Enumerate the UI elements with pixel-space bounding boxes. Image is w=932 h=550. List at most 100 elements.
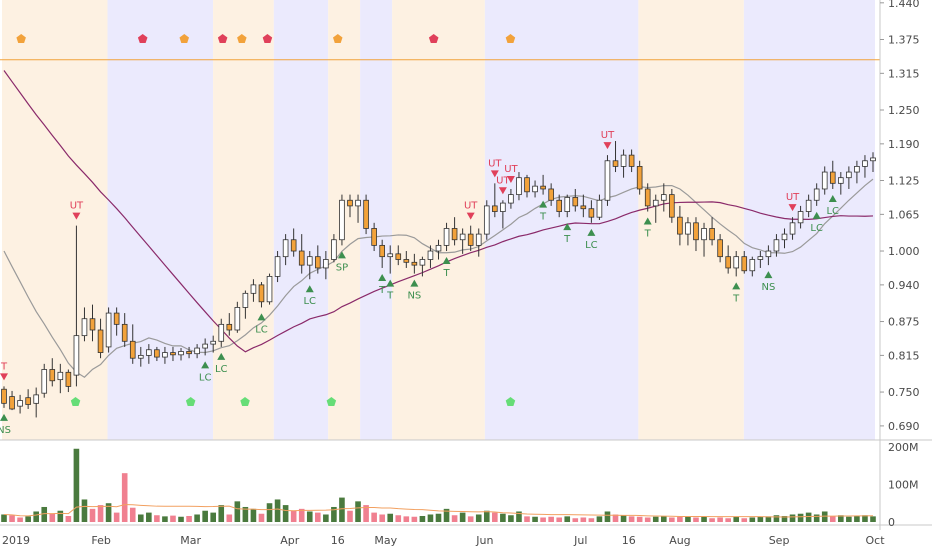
bottom-marker-icon	[326, 397, 337, 406]
volume-bar	[73, 448, 80, 522]
volume-bar	[81, 499, 88, 522]
volume-bar	[846, 516, 852, 522]
volume-bar	[154, 515, 160, 522]
volume-bar	[644, 517, 651, 522]
price-tick-label: 0.690	[888, 420, 920, 433]
volume-bar	[17, 517, 23, 522]
candle-body	[17, 400, 23, 407]
signal-label: T	[732, 293, 740, 304]
volume-bar	[620, 515, 627, 522]
volume-bar	[467, 516, 474, 522]
volume-bar	[242, 506, 249, 522]
volume-bar	[137, 514, 144, 522]
bottom-marker-icon	[70, 397, 81, 406]
volume-bar	[741, 518, 748, 522]
signal-label: NS	[407, 291, 421, 302]
candle-body	[202, 343, 208, 349]
candle-body	[9, 396, 15, 410]
candle-body	[805, 199, 812, 212]
candle-body	[838, 177, 844, 184]
candle-body	[862, 160, 868, 167]
candle-body	[524, 177, 530, 193]
candle-body	[492, 205, 498, 212]
volume-bar	[604, 511, 611, 522]
volume-bar	[387, 513, 394, 522]
volume-bar	[669, 517, 675, 522]
volume-bar	[749, 517, 756, 522]
volume-bar	[709, 518, 715, 522]
time-tick-label: 16	[331, 534, 345, 547]
top-marker-icon	[505, 34, 516, 43]
volume-bar	[89, 508, 96, 522]
volume-bar	[1, 514, 7, 522]
candle-body	[210, 340, 217, 345]
candle-body	[178, 351, 184, 356]
time-tick-label: Oct	[865, 534, 885, 547]
volume-bar	[331, 506, 337, 522]
price-tick-label: 1.190	[888, 138, 920, 151]
candle-body	[162, 352, 168, 358]
shade-band	[107, 0, 214, 440]
volume-bar	[395, 515, 402, 522]
signal-arrow-up	[764, 271, 773, 279]
candle-body	[395, 253, 402, 260]
volume-bar	[355, 501, 361, 522]
candle-body	[315, 256, 321, 269]
candle-body	[250, 284, 257, 294]
volume-bar	[363, 505, 369, 522]
signal-label: UT	[488, 158, 502, 169]
candle-body	[403, 259, 410, 263]
candle-body	[532, 185, 538, 193]
candle-body	[765, 250, 772, 258]
level-badge-bg	[882, 51, 930, 68]
time-tick-label: Sep	[769, 534, 790, 547]
candles	[1, 141, 876, 418]
volume-bar	[274, 499, 281, 522]
signal-arrow-up	[732, 282, 741, 290]
candle-body	[620, 154, 627, 167]
volume-bar	[733, 516, 740, 522]
candle-body	[564, 197, 571, 212]
candle-body	[427, 250, 434, 260]
volume-bar	[323, 514, 329, 522]
candle-body	[870, 157, 876, 162]
volume-bar	[773, 515, 780, 522]
top-marker-icon	[217, 34, 228, 43]
candle-body	[113, 312, 120, 325]
signal-arrow-up	[643, 217, 652, 225]
signal-label: NS	[761, 282, 775, 293]
volume-bar	[443, 508, 450, 522]
signal-label: T	[442, 268, 450, 279]
volume-bar	[540, 517, 546, 522]
candle-body	[298, 250, 305, 266]
volume-bar	[685, 516, 691, 522]
candle-body	[540, 185, 546, 190]
volume-bar	[717, 517, 723, 522]
price-axis-panel	[880, 0, 932, 550]
volume-bar	[596, 516, 603, 522]
signal-arrow-up	[410, 279, 419, 287]
volume-bar	[57, 510, 64, 522]
signal-label: LC	[585, 240, 598, 251]
bottom-marker-icon	[240, 397, 250, 406]
volume-bar	[677, 516, 683, 522]
candle-body	[685, 222, 691, 235]
volume-tick-label: 0	[888, 516, 895, 529]
volume-bar	[612, 514, 619, 522]
volume-bar	[838, 515, 844, 522]
volume-bar	[97, 505, 104, 522]
signal-label: LC	[810, 223, 823, 234]
volume-bar	[162, 516, 168, 522]
volume-bar	[250, 508, 257, 522]
price-tick-label: 0.875	[888, 316, 920, 329]
signal-arrow-down	[466, 212, 475, 220]
volume-bar	[306, 511, 313, 522]
signal-arrow-down	[490, 170, 499, 178]
shade-band	[273, 0, 329, 440]
time-tick-label: Jun	[475, 534, 493, 547]
candle-body	[258, 284, 265, 303]
signal-arrow-down	[0, 373, 8, 381]
candle-body	[339, 199, 345, 241]
